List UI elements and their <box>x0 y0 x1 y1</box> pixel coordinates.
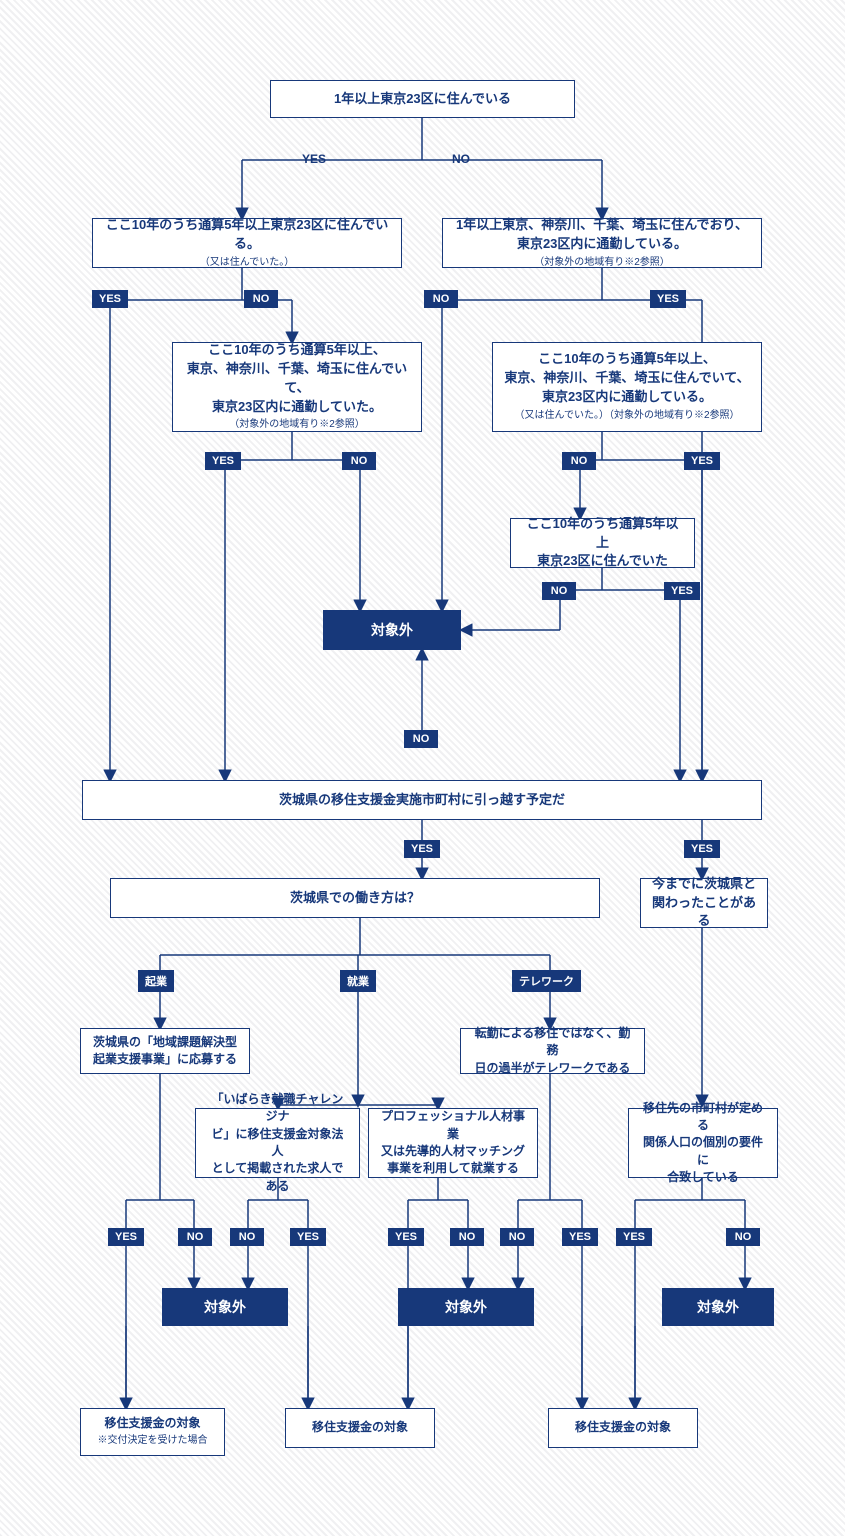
badge-yes-5r: YES <box>684 840 720 858</box>
q3a-text: ここ10年のうち通算5年以上、 東京、神奈川、千葉、埼玉に住んでいて、 東京23… <box>183 341 411 416</box>
badge-startup: 起業 <box>138 970 174 992</box>
eligible-b: 移住支援金の対象 <box>285 1408 435 1448</box>
label-no-1: NO <box>452 152 470 166</box>
excluded-b: 対象外 <box>398 1288 534 1326</box>
q2b-text: 1年以上東京、神奈川、千葉、埼玉に住んでおり、 東京23区内に通勤している。 <box>456 216 748 254</box>
q8b1: 「いばらき就職チャレンジナ ビ」に移住支援金対象法人 として掲載された求人である <box>195 1108 360 1178</box>
q7c-text: 転勤による移住ではなく、勤務 日の過半がテレワークである <box>471 1025 634 1077</box>
elig-c-text: 移住支援金の対象 <box>575 1419 671 1436</box>
badge-yes-7c: YES <box>562 1228 598 1246</box>
badge-no-8b1: NO <box>230 1228 264 1246</box>
badge-yes-8b1: YES <box>290 1228 326 1246</box>
excl-c-text: 対象外 <box>697 1297 739 1317</box>
excl-a-text: 対象外 <box>204 1297 246 1317</box>
badge-yes-7a: YES <box>108 1228 144 1246</box>
badge-no-2b: NO <box>424 290 458 308</box>
q4b: ここ10年のうち通算5年以上 東京23区に住んでいた <box>510 518 695 568</box>
q1: 1年以上東京23区に住んでいる <box>270 80 575 118</box>
q2b-sub: （対象外の地域有り※2参照） <box>534 256 670 271</box>
q5: 茨城県の移住支援金実施市町村に引っ越す予定だ <box>82 780 762 820</box>
q8r-text: 移住先の市町村が定める 関係人口の個別の要件に 合致している <box>639 1100 767 1187</box>
q2a-sub: （又は住んでいた。） <box>200 256 295 271</box>
badge-no-2a: NO <box>244 290 278 308</box>
badge-no-7a: NO <box>178 1228 212 1246</box>
badge-yes-8b2: YES <box>388 1228 424 1246</box>
q5-text: 茨城県の移住支援金実施市町村に引っ越す予定だ <box>279 791 565 810</box>
q2a: ここ10年のうち通算5年以上東京23区に住んでいる。 （又は住んでいた。） <box>92 218 402 268</box>
eligible-c: 移住支援金の対象 <box>548 1408 698 1448</box>
badge-yes-3a: YES <box>205 452 241 470</box>
badge-yes-4b: YES <box>664 582 700 600</box>
q2b: 1年以上東京、神奈川、千葉、埼玉に住んでおり、 東京23区内に通勤している。 （… <box>442 218 762 268</box>
badge-yes-8r: YES <box>616 1228 652 1246</box>
badge-no-8r: NO <box>726 1228 760 1246</box>
badge-telework: テレワーク <box>512 970 581 992</box>
q3a: ここ10年のうち通算5年以上、 東京、神奈川、千葉、埼玉に住んでいて、 東京23… <box>172 342 422 432</box>
badge-no-5: NO <box>404 730 438 748</box>
q3b: ここ10年のうち通算5年以上、 東京、神奈川、千葉、埼玉に住んでいて、 東京23… <box>492 342 762 432</box>
badge-no-7c: NO <box>500 1228 534 1246</box>
excluded-c: 対象外 <box>662 1288 774 1326</box>
excl-top-text: 対象外 <box>371 620 413 640</box>
badge-yes-2b: YES <box>650 290 686 308</box>
elig-a-text: 移住支援金の対象 <box>104 1415 200 1432</box>
badge-no-8b2: NO <box>450 1228 484 1246</box>
q3b-text: ここ10年のうち通算5年以上、 東京、神奈川、千葉、埼玉に住んでいて、 東京23… <box>504 350 749 407</box>
q8r: 移住先の市町村が定める 関係人口の個別の要件に 合致している <box>628 1108 778 1178</box>
q8b2: プロフェッショナル人材事業 又は先導的人材マッチング 事業を利用して就業する <box>368 1108 538 1178</box>
q2a-text: ここ10年のうち通算5年以上東京23区に住んでいる。 <box>103 216 391 254</box>
elig-a-sub: ※交付決定を受けた場合 <box>98 1434 208 1449</box>
label-yes-1: YES <box>302 152 326 166</box>
q7a-text: 茨城県の「地域課題解決型 起業支援事業」に応募する <box>93 1034 237 1069</box>
q8b1-text: 「いばらき就職チャレンジナ ビ」に移住支援金対象法人 として掲載された求人である <box>206 1091 349 1195</box>
badge-no-4b: NO <box>542 582 576 600</box>
excl-b-text: 対象外 <box>445 1297 487 1317</box>
badge-no-3a: NO <box>342 452 376 470</box>
q6-text: 茨城県での働き方は？ <box>290 889 420 908</box>
q4b-text: ここ10年のうち通算5年以上 東京23区に住んでいた <box>521 515 684 572</box>
q1-text: 1年以上東京23区に住んでいる <box>334 90 511 109</box>
badge-no-3b: NO <box>562 452 596 470</box>
badge-employment: 就業 <box>340 970 376 992</box>
eligible-a: 移住支援金の対象 ※交付決定を受けた場合 <box>80 1408 225 1456</box>
badge-yes-3b: YES <box>684 452 720 470</box>
badge-yes-2a: YES <box>92 290 128 308</box>
q3a-sub: （対象外の地域有り※2参照） <box>229 418 365 433</box>
q6: 茨城県での働き方は？ <box>110 878 600 918</box>
badge-yes-5: YES <box>404 840 440 858</box>
excluded-top: 対象外 <box>323 610 461 650</box>
q6r-text: 今までに茨城県と 関わったことがある <box>651 875 757 932</box>
q3b-sub: （又は住んでいた。）（対象外の地域有り※2参照） <box>514 409 739 424</box>
q7a: 茨城県の「地域課題解決型 起業支援事業」に応募する <box>80 1028 250 1074</box>
q7c: 転勤による移住ではなく、勤務 日の過半がテレワークである <box>460 1028 645 1074</box>
q6r: 今までに茨城県と 関わったことがある <box>640 878 768 928</box>
q8b2-text: プロフェッショナル人材事業 又は先導的人材マッチング 事業を利用して就業する <box>379 1108 527 1178</box>
excluded-a: 対象外 <box>162 1288 288 1326</box>
elig-b-text: 移住支援金の対象 <box>312 1419 408 1436</box>
